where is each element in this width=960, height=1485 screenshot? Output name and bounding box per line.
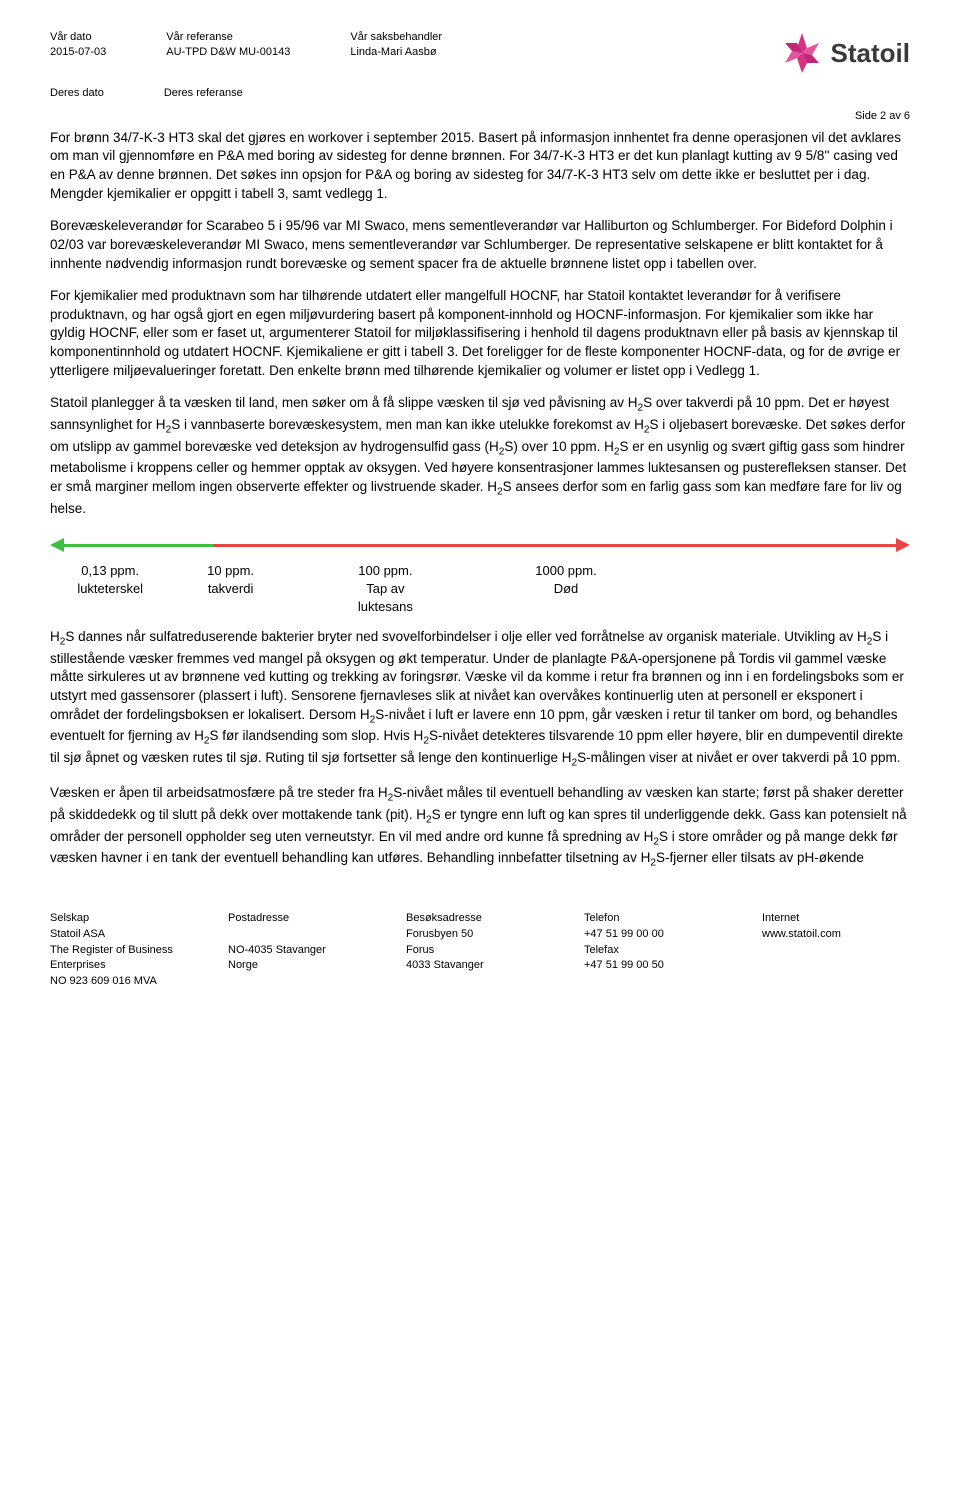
footer-c1-l1: Statoil ASA [50,927,198,942]
footer-c3-l2: Forus [406,943,554,958]
paragraph-3: For kjemikalier med produktnavn som har … [50,287,910,380]
value-our-ref: AU-TPD D&W MU-00143 [166,45,290,60]
scale-bar [50,538,910,552]
footer-c5-l1: www.statoil.com [762,927,910,942]
header-col-handler: Vår saksbehandler Linda-Mari Aasbø [350,30,442,61]
footer-c3-h: Besøksadresse [406,911,554,926]
p5-a: H [50,629,60,644]
page-indicator: Side 2 av 6 [50,109,910,124]
document-footer: Selskap Statoil ASA The Register of Busi… [50,911,910,989]
footer-c3-l3: 4033 Stavanger [406,958,554,973]
p6-e: S-fjerner eller tilsats av pH-økende [656,850,864,865]
scale-desc-2: Tap avluktesans [291,580,480,616]
scale-label-0: 0,13 ppm. lukteterskel [50,562,170,616]
company-logo: Statoil [779,30,910,76]
scale-desc-3: Død [480,580,652,598]
header-metadata-2: Deres dato Deres referanse [50,86,910,101]
label-their-ref: Deres referanse [164,86,243,101]
scale-desc-0: lukteterskel [50,580,170,598]
value-our-date: 2015-07-03 [50,45,106,60]
header-metadata: Vår dato 2015-07-03 Vår referanse AU-TPD… [50,30,779,61]
label-handler: Vår saksbehandler [350,30,442,45]
statoil-star-icon [779,30,825,76]
label-our-ref: Vår referanse [166,30,290,45]
footer-c2-l3: Norge [228,958,376,973]
footer-c1-l2: The Register of Business [50,943,198,958]
label-our-date: Vår dato [50,30,106,45]
footer-c3-l1: Forusbyen 50 [406,927,554,942]
scale-desc-1: takverdi [170,580,290,598]
arrow-left-icon [50,538,64,552]
header-col-their-date: Deres dato [50,86,104,101]
paragraph-4: Statoil planlegger å ta væsken til land,… [50,394,910,518]
scale-label-1: 10 ppm. takverdi [170,562,290,616]
p4-c: S i vannbaserte borevæskesystem, men man… [171,417,644,432]
paragraph-5: H2S dannes når sulfatreduserende bakteri… [50,628,910,771]
scale-label-2: 100 ppm. Tap avluktesans [291,562,480,616]
scale-value-0: 0,13 ppm. [50,562,170,580]
footer-c4-l1: +47 51 99 00 00 [584,927,732,942]
scale-label-3: 1000 ppm. Død [480,562,652,616]
header-col-their-ref: Deres referanse [164,86,243,101]
footer-c4-h: Telefon [584,911,732,926]
value-handler: Linda-Mari Aasbø [350,45,442,60]
footer-company: Selskap Statoil ASA The Register of Busi… [50,911,198,989]
header-col-ref: Vår referanse AU-TPD D&W MU-00143 [166,30,290,61]
paragraph-1: For brønn 34/7-K-3 HT3 skal det gjøres e… [50,129,910,204]
arrow-right-icon [896,538,910,552]
footer-c1-h: Selskap [50,911,198,926]
document-header-row2: Deres dato Deres referanse [50,86,910,101]
footer-c4-l3: +47 51 99 00 50 [584,958,732,973]
scale-labels: 0,13 ppm. lukteterskel 10 ppm. takverdi … [50,562,910,616]
p5-e: S før ilandsending som slop. Hvis H [209,728,423,743]
scale-gradient-line [64,544,896,547]
footer-visit-address: Besøksadresse Forusbyen 50 Forus 4033 St… [406,911,554,989]
document-header: Vår dato 2015-07-03 Vår referanse AU-TPD… [50,30,910,76]
footer-c1-l4: NO 923 609 016 MVA [50,974,198,989]
footer-c2-h: Postadresse [228,911,376,926]
scale-value-3: 1000 ppm. [480,562,652,580]
p5-g: S-målingen viser at nivået er over takve… [577,750,900,765]
footer-post-address: Postadresse NO-4035 Stavanger Norge [228,911,376,989]
header-col-date: Vår dato 2015-07-03 [50,30,106,61]
p5-b: S dannes når sulfatreduserende bakterier… [65,629,866,644]
p4-a: Statoil planlegger å ta væsken til land,… [50,395,638,410]
footer-c5-h: Internet [762,911,910,926]
scale-value-1: 10 ppm. [170,562,290,580]
footer-c1-l3: Enterprises [50,958,198,973]
scale-value-2: 100 ppm. [291,562,480,580]
h2s-scale-diagram: 0,13 ppm. lukteterskel 10 ppm. takverdi … [50,538,910,616]
paragraph-2: Borevæskeleverandør for Scarabeo 5 i 95/… [50,217,910,273]
footer-phone: Telefon +47 51 99 00 00 Telefax +47 51 9… [584,911,732,989]
paragraph-6: Væsken er åpen til arbeidsatmosfære på t… [50,784,910,871]
p4-e: S) over 10 ppm. H [504,439,614,454]
label-their-date: Deres dato [50,86,104,101]
footer-internet: Internet www.statoil.com [762,911,910,989]
document-body: For brønn 34/7-K-3 HT3 skal det gjøres e… [50,129,910,871]
footer-c4-l2: Telefax [584,943,732,958]
p6-a: Væsken er åpen til arbeidsatmosfære på t… [50,785,388,800]
footer-c2-l2: NO-4035 Stavanger [228,943,376,958]
logo-text: Statoil [831,35,910,71]
